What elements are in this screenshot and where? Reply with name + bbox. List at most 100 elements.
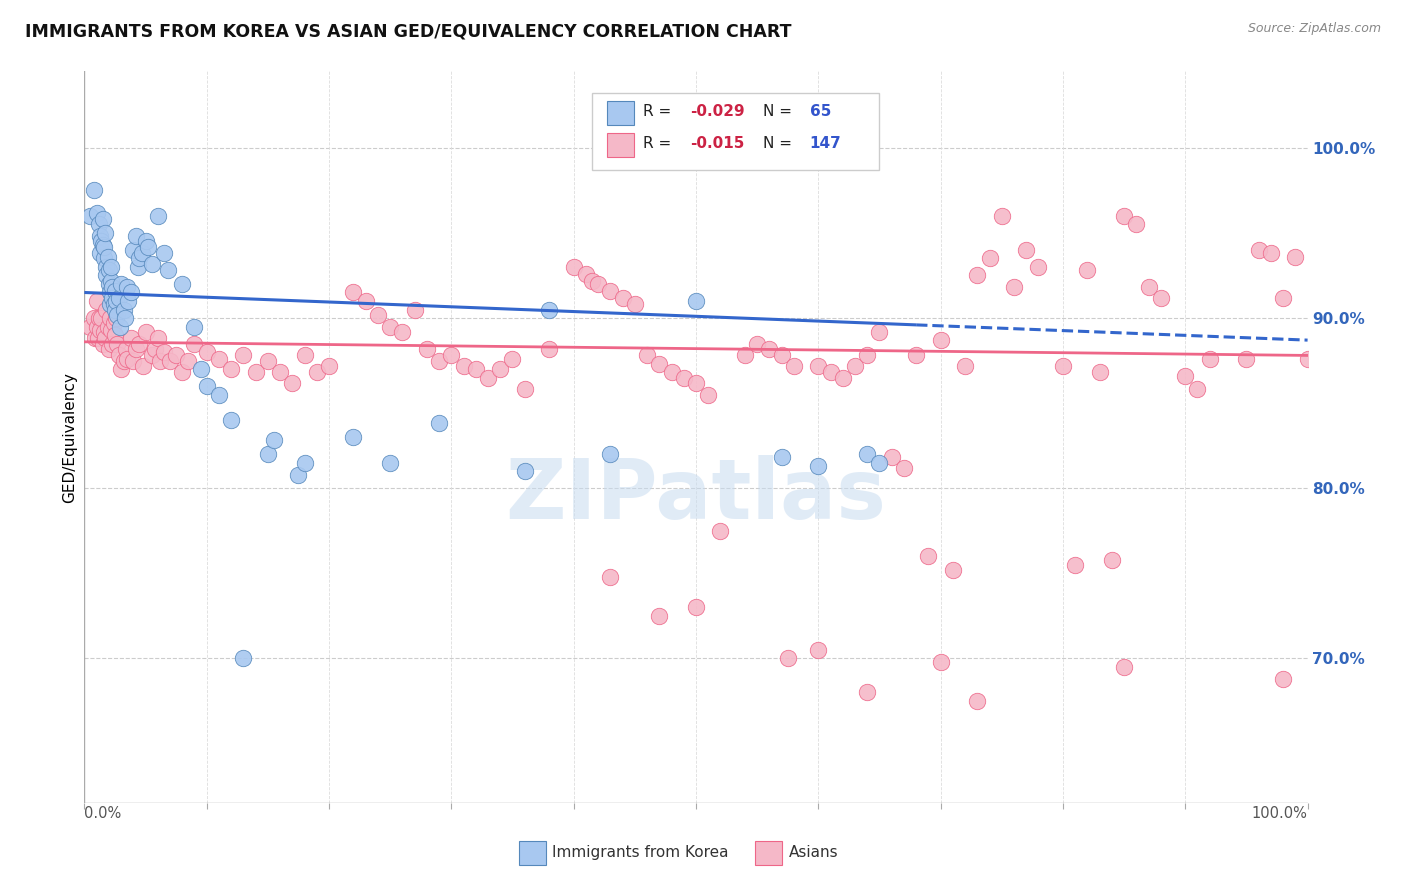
Point (1002, 280, 1025, 294)
Point (86, 205, 108, 219)
Point (1284, 250, 1306, 264)
Point (1260, 246, 1282, 260)
Point (91, 212, 114, 227)
Point (599, 569, 621, 583)
Point (104, 284, 127, 298)
Point (84, 331, 107, 345)
Point (127, 260, 149, 274)
Point (146, 209, 169, 223)
Point (79, 319, 101, 334)
Point (219, 362, 242, 376)
Point (101, 336, 124, 351)
Point (477, 370, 499, 384)
Point (807, 359, 830, 373)
FancyBboxPatch shape (606, 101, 634, 125)
Point (1125, 218, 1147, 232)
Point (831, 370, 853, 384)
Point (661, 366, 683, 380)
Point (117, 293, 139, 308)
Point (305, 366, 328, 380)
Point (1272, 291, 1295, 305)
Point (416, 342, 439, 356)
Point (87, 218, 110, 232)
Point (287, 467, 309, 482)
Point (1088, 366, 1111, 380)
Point (269, 366, 291, 380)
Point (1114, 659, 1136, 673)
Point (599, 284, 621, 298)
Point (97, 277, 120, 291)
Point (208, 351, 231, 366)
Point (1236, 351, 1258, 366)
Point (177, 353, 200, 368)
Point (125, 342, 148, 356)
Text: ZIPatlas: ZIPatlas (506, 455, 886, 536)
Point (143, 342, 166, 356)
Point (263, 434, 285, 448)
Point (190, 362, 212, 376)
Point (110, 277, 132, 291)
Text: -0.029: -0.029 (690, 104, 745, 120)
Point (575, 267, 598, 281)
Point (120, 285, 142, 300)
Point (697, 387, 720, 401)
Point (869, 325, 891, 339)
Point (380, 319, 402, 334)
Point (105, 336, 128, 351)
Point (195, 379, 218, 393)
Point (79, 209, 101, 223)
Text: Asians: Asians (789, 845, 838, 860)
Point (93, 325, 115, 339)
Text: 65: 65 (810, 104, 831, 120)
Point (354, 293, 377, 308)
Point (89, 323, 111, 337)
Point (96, 302, 118, 317)
Point (807, 642, 830, 657)
Point (893, 460, 915, 475)
Point (122, 243, 145, 257)
Point (107, 291, 129, 305)
Point (96, 268, 118, 283)
Point (108, 319, 131, 334)
FancyBboxPatch shape (755, 841, 782, 865)
Point (776, 651, 799, 665)
Point (917, 549, 939, 563)
Point (427, 417, 450, 431)
Point (141, 256, 163, 270)
Point (869, 456, 891, 470)
Text: Immigrants from Korea: Immigrants from Korea (551, 845, 728, 860)
Point (404, 302, 426, 317)
Point (153, 246, 176, 260)
Point (513, 464, 536, 478)
Point (131, 246, 153, 260)
Point (132, 359, 155, 373)
Point (770, 450, 793, 465)
Point (440, 348, 463, 362)
Point (114, 311, 136, 326)
Point (135, 325, 157, 339)
Point (1187, 383, 1209, 397)
Point (942, 563, 965, 577)
Point (128, 336, 150, 351)
Point (612, 291, 634, 305)
Point (83, 311, 105, 326)
Point (1076, 263, 1098, 277)
Y-axis label: GED/Equivalency: GED/Equivalency (62, 372, 77, 502)
Point (636, 348, 658, 362)
Point (562, 260, 585, 274)
Point (104, 302, 127, 317)
Point (1150, 291, 1173, 305)
Point (905, 348, 928, 362)
Point (115, 280, 138, 294)
Point (1247, 243, 1270, 257)
Point (97, 342, 120, 356)
Point (783, 359, 806, 373)
Point (90, 235, 112, 249)
Point (979, 252, 1001, 266)
Point (1296, 351, 1319, 366)
Point (1174, 368, 1197, 383)
Point (1272, 672, 1295, 686)
Point (136, 239, 159, 253)
Point (101, 291, 124, 305)
Point (245, 366, 267, 380)
